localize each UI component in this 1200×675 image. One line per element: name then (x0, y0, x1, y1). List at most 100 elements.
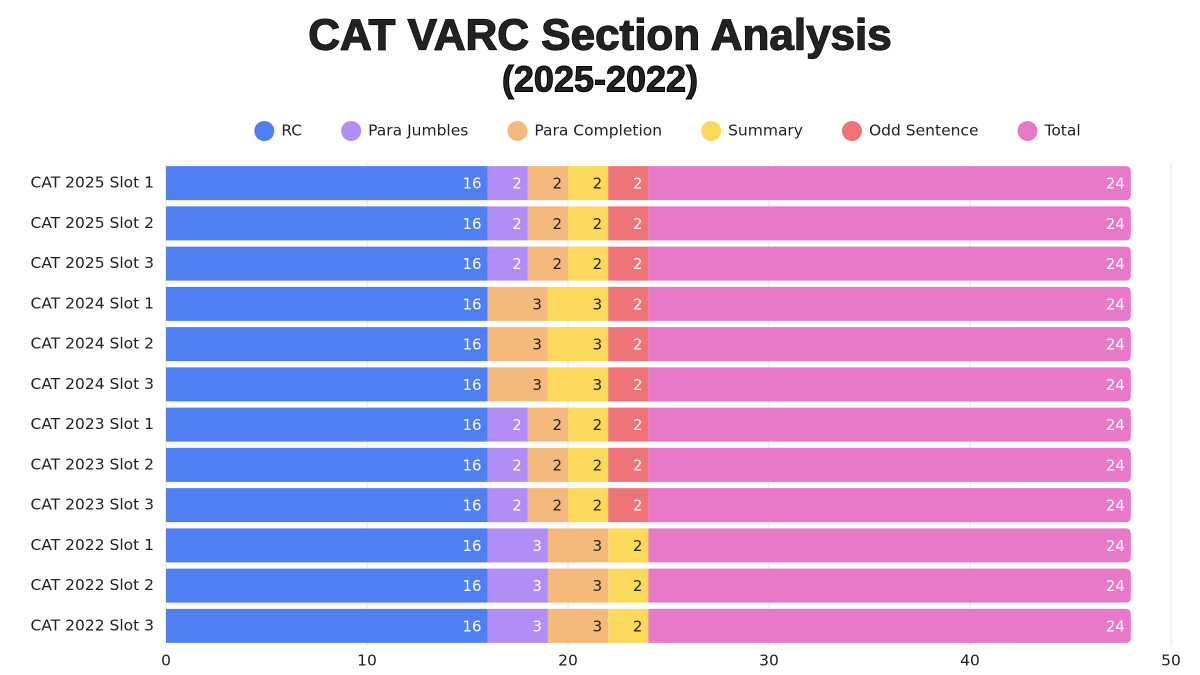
y-tick-label: CAT 2023 Slot 3 (31, 496, 155, 514)
data-label: 2 (552, 175, 562, 193)
data-label: 2 (512, 456, 522, 474)
bar-segment (487, 407, 528, 442)
bar-segment (487, 367, 548, 402)
data-label: 24 (1106, 456, 1125, 474)
bar-segment (166, 166, 488, 201)
data-label: 3 (532, 537, 542, 555)
bar-segment (608, 407, 649, 442)
bar-segment (547, 327, 609, 362)
data-label: 2 (552, 255, 562, 273)
bar-segment (527, 206, 568, 241)
data-label: 3 (532, 376, 542, 394)
data-label: 2 (633, 537, 643, 555)
data-label: 3 (593, 577, 603, 595)
data-label: 2 (633, 577, 643, 595)
data-label: 2 (633, 336, 643, 354)
y-tick-label: CAT 2025 Slot 2 (31, 214, 155, 232)
data-label: 16 (463, 295, 482, 313)
bar-segment (648, 286, 1131, 321)
bar-segment (487, 447, 528, 482)
bar-segment (648, 608, 1131, 643)
bar-segment (648, 568, 1131, 603)
bar-segment (648, 246, 1131, 281)
data-label: 2 (593, 215, 603, 233)
bar-segment (608, 246, 649, 281)
bar-segment (166, 246, 488, 281)
bar-segment (487, 286, 548, 321)
legend-label: Para Completion (534, 122, 662, 140)
y-tick-label: CAT 2022 Slot 1 (31, 536, 155, 554)
legend-marker (701, 121, 722, 141)
data-label: 2 (512, 416, 522, 434)
bar-segment (487, 568, 548, 603)
legend-label: Para Jumbles (368, 122, 468, 140)
bar-segment (487, 246, 528, 281)
data-label: 2 (633, 175, 643, 193)
bar-segment (648, 206, 1131, 241)
bar-segment (648, 407, 1131, 442)
bar-segment (487, 608, 548, 643)
bar-segment (648, 367, 1131, 402)
data-label: 2 (633, 456, 643, 474)
y-tick-label: CAT 2024 Slot 1 (31, 294, 155, 312)
data-label: 24 (1106, 215, 1125, 233)
bar-segment (487, 166, 528, 201)
data-label: 24 (1106, 255, 1125, 273)
y-tick-label: CAT 2022 Slot 2 (31, 576, 155, 594)
bar-segment (527, 166, 568, 201)
y-tick-label: CAT 2022 Slot 3 (31, 616, 155, 634)
data-label: 16 (463, 376, 482, 394)
data-label: 2 (593, 255, 603, 273)
data-label: 24 (1106, 577, 1125, 595)
data-label: 16 (463, 456, 482, 474)
bar-segment (608, 367, 649, 402)
bar-segment (608, 528, 649, 563)
data-label: 2 (633, 255, 643, 273)
bar-segment (568, 246, 609, 281)
data-label: 24 (1106, 617, 1125, 635)
data-label: 3 (593, 617, 603, 635)
bar-segment (547, 528, 609, 563)
bar-segment (166, 407, 488, 442)
data-label: 2 (552, 416, 562, 434)
bar-segment (527, 447, 568, 482)
bar-segment (166, 206, 488, 241)
bar-segment (166, 286, 488, 321)
data-label: 3 (593, 295, 603, 313)
bar-segment (568, 206, 609, 241)
bar-segment (166, 447, 488, 482)
bar-segment (608, 166, 649, 201)
x-tick-label: 10 (357, 652, 377, 670)
y-tick-label: CAT 2025 Slot 1 (31, 174, 155, 192)
data-label: 2 (552, 456, 562, 474)
data-label: 16 (463, 497, 482, 515)
bar-segment (568, 447, 609, 482)
data-label: 2 (593, 456, 603, 474)
data-label: 3 (593, 376, 603, 394)
bar-segment (648, 166, 1131, 201)
data-label: 2 (633, 215, 643, 233)
bar-segment (547, 286, 609, 321)
bar-segment (648, 488, 1131, 523)
chart-subtitle: (2025-2022) (502, 59, 698, 100)
data-label: 24 (1106, 497, 1125, 515)
data-label: 2 (593, 497, 603, 515)
legend-marker (841, 121, 862, 141)
data-label: 2 (633, 295, 643, 313)
bar-segment (487, 528, 548, 563)
data-label: 24 (1106, 376, 1125, 394)
data-label: 2 (633, 376, 643, 394)
bar-segment (166, 367, 488, 402)
bar-segment (608, 568, 649, 603)
bar-segment (527, 407, 568, 442)
y-tick-label: CAT 2025 Slot 3 (31, 254, 155, 272)
chart-title: CAT VARC Section Analysis (308, 11, 892, 60)
legend-label: Total (1043, 122, 1080, 140)
y-tick-label: CAT 2024 Slot 2 (31, 335, 155, 353)
bar-segment (608, 488, 649, 523)
bar-segment (166, 528, 488, 563)
bar-segment (487, 327, 548, 362)
bar-segment (547, 568, 609, 603)
data-label: 2 (512, 255, 522, 273)
data-label: 2 (633, 497, 643, 515)
